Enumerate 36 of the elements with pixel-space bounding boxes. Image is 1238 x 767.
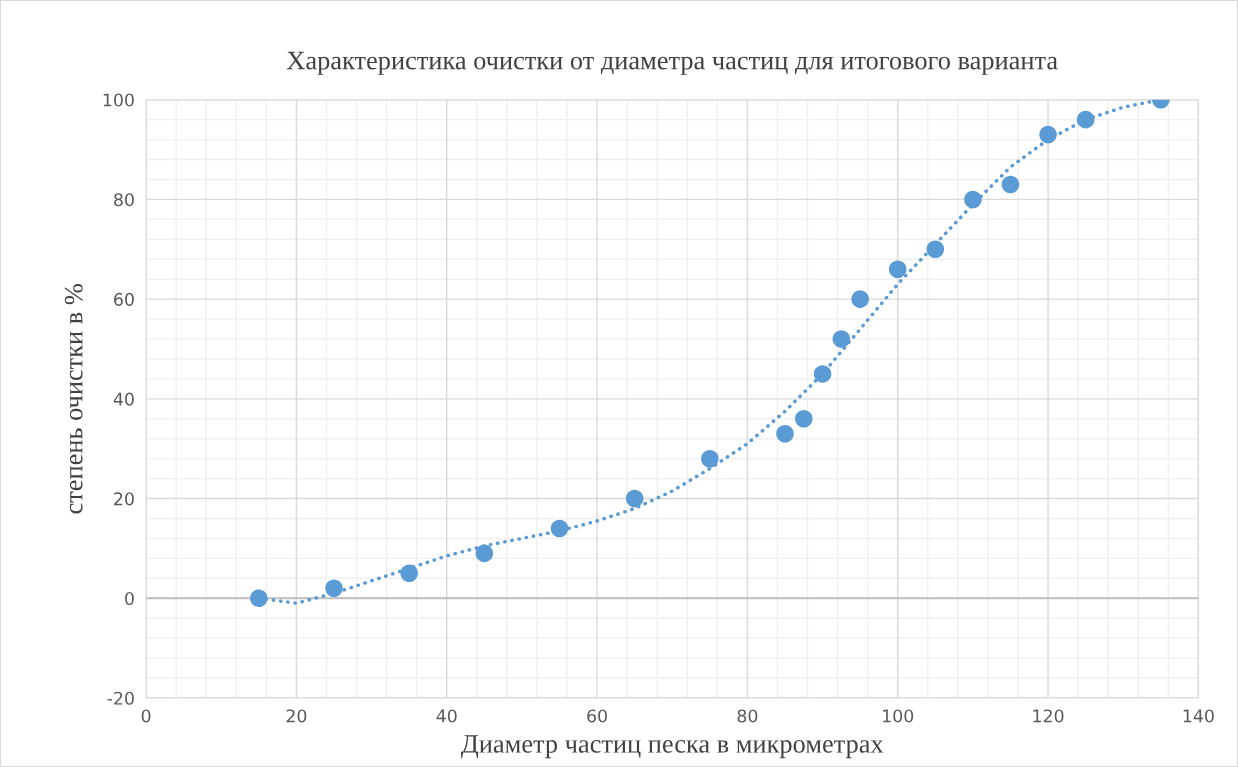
point: [550, 519, 569, 538]
point: [250, 589, 268, 608]
point: [625, 489, 644, 508]
y-tick-label: -20: [107, 691, 134, 705]
point: [400, 564, 418, 583]
point: [832, 330, 851, 348]
x-tick-label: 60: [587, 709, 607, 723]
x-tick-label: 0: [141, 709, 151, 723]
point: [794, 410, 813, 428]
point: [926, 240, 945, 259]
point: [1039, 125, 1057, 144]
point: [851, 290, 869, 308]
point: [888, 260, 907, 278]
x-tick-label: 140: [1183, 709, 1214, 723]
point: [475, 544, 494, 563]
y-axis-title: степень очистки в %: [64, 284, 83, 514]
point: [1076, 110, 1095, 129]
point: [776, 424, 794, 443]
point: [701, 449, 719, 468]
x-axis-title: Диаметр частиц песка в микрометрах: [460, 735, 884, 759]
y-tick-label: 80: [114, 193, 134, 207]
y-tick-label: 60: [114, 292, 134, 306]
x-tick-label: 40: [436, 709, 457, 723]
point: [1001, 175, 1020, 194]
point: [813, 365, 832, 383]
y-tick-label: 40: [113, 392, 134, 406]
point: [325, 579, 343, 598]
x-tick-label: 20: [286, 709, 307, 723]
y-tick-label: 0: [125, 591, 134, 606]
x-tick-label: 120: [1033, 709, 1064, 723]
x-tick-label: 100: [883, 709, 914, 723]
y-tick-label: 20: [114, 492, 134, 506]
x-tick-label: 80: [737, 709, 758, 723]
point: [964, 190, 982, 209]
y-tick-label: 100: [103, 93, 134, 107]
chart-title: Характеристика очистки от диаметра частиц для итогового варианта: [286, 51, 1058, 75]
